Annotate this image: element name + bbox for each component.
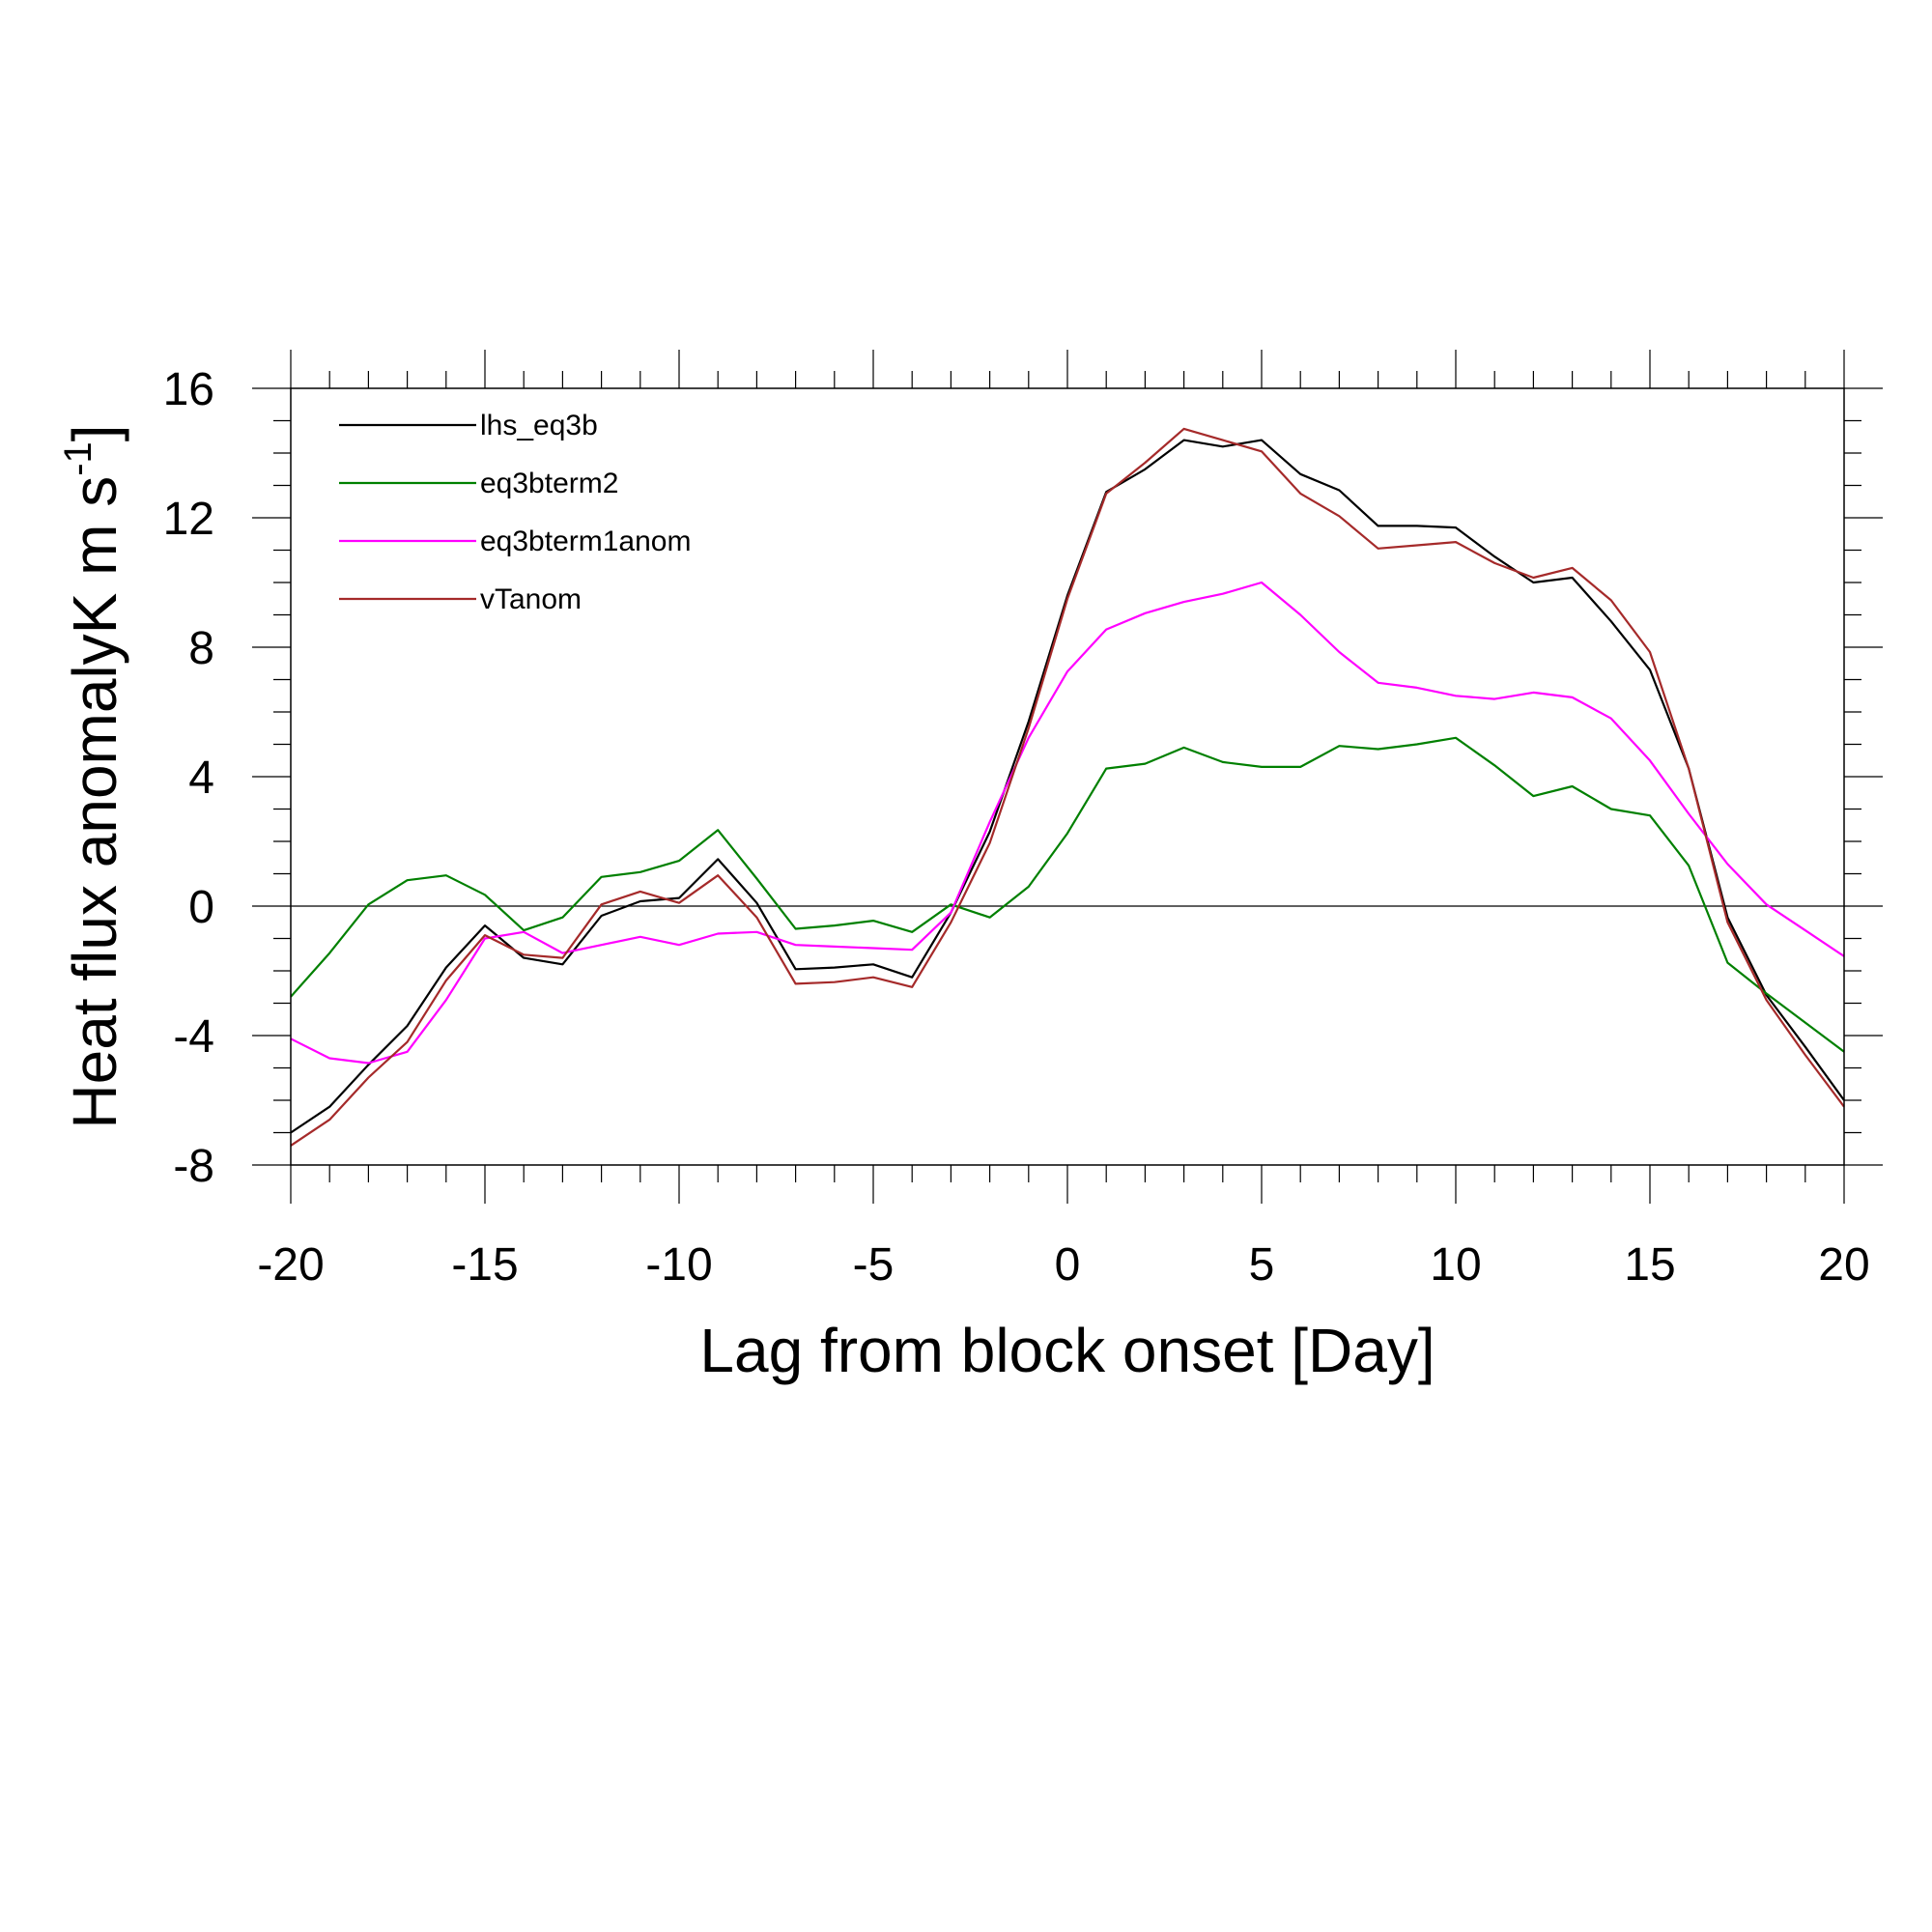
- legend-label-eq3bterm2: eq3bterm2: [480, 468, 618, 499]
- series-line-eq3bterm1anom: [290, 581, 1845, 1065]
- legend: lhs_eq3b eq3bterm2 eq3bterm1anom vTanom: [339, 410, 691, 615]
- series-line-eq3bterm2: [290, 736, 1845, 1053]
- y-axis-title-suffix: ]: [60, 424, 129, 441]
- x-tick-label: 0: [1055, 1239, 1081, 1291]
- y-axis-title-main: Heat flux anomalyK m s: [60, 476, 129, 1129]
- y-tick-label: 4: [188, 753, 214, 804]
- y-tick-label: 16: [163, 364, 214, 415]
- y-tick-label: 8: [188, 623, 214, 674]
- y-axis-title-superscript: -1: [57, 441, 99, 476]
- series-lines: [290, 427, 1845, 1147]
- x-tick-label: 10: [1430, 1239, 1481, 1291]
- y-tick-label: -8: [173, 1141, 214, 1192]
- series-line-vTanom: [290, 427, 1845, 1147]
- y-axis-title: Heat flux anomalyK m s-1]: [57, 424, 129, 1128]
- x-tick-label: -20: [257, 1239, 324, 1291]
- legend-label-eq3bterm1anom: eq3bterm1anom: [480, 526, 691, 557]
- x-tick-label: 15: [1624, 1239, 1675, 1291]
- y-tick-label: 12: [163, 494, 214, 545]
- legend-label-vTanom: vTanom: [480, 583, 582, 615]
- x-axis-title: Lag from block onset [Day]: [699, 1316, 1435, 1385]
- x-tick-label: 5: [1249, 1239, 1275, 1291]
- axis-ticks: [252, 350, 1883, 1204]
- legend-label-lhs_eq3b: lhs_eq3b: [480, 410, 598, 441]
- x-tick-labels: -20 -15 -10 -5 0 5 10 15 20: [257, 1239, 1869, 1291]
- x-tick-label: -15: [451, 1239, 518, 1291]
- series-line-lhs_eq3b: [290, 439, 1845, 1134]
- y-tick-label: -4: [173, 1011, 214, 1063]
- plot-frame: [290, 387, 1845, 1166]
- y-tick-label: 0: [188, 882, 214, 933]
- y-tick-labels: -8 -4 0 4 8 12 16: [163, 364, 214, 1192]
- x-tick-label: -5: [853, 1239, 895, 1291]
- x-tick-label: -10: [645, 1239, 712, 1291]
- x-tick-label: 20: [1818, 1239, 1869, 1291]
